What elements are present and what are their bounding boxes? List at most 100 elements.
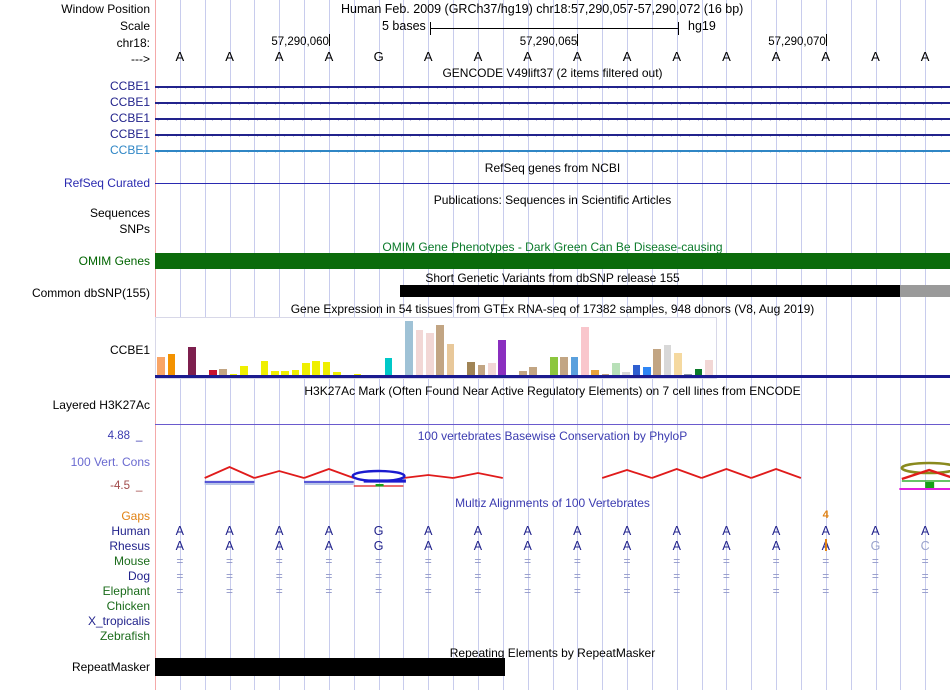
species-label-chicken[interactable]: Chicken: [106, 599, 150, 613]
gtex-tissue-bar[interactable]: [601, 373, 610, 375]
gtex-tissue-bar[interactable]: [322, 362, 331, 375]
align-gap-mark: =: [176, 554, 184, 568]
gtex-tissue-bar[interactable]: [209, 369, 217, 375]
gencode-row-label[interactable]: CCBE1: [109, 95, 150, 109]
align-base-rhesus: A: [225, 539, 234, 553]
gtex-tissue-bar[interactable]: [384, 358, 393, 375]
align-gap-mark: =: [772, 569, 780, 583]
gtex-tissue-bar[interactable]: [560, 357, 568, 375]
dbsnp-variant-bar[interactable]: [400, 285, 900, 297]
gtex-tissue-bar[interactable]: [157, 357, 165, 375]
gtex-tissue-bar[interactable]: [281, 371, 289, 375]
align-base-rhesus: C: [920, 539, 930, 553]
align-gap-mark: =: [623, 569, 631, 583]
species-label-zebrafish[interactable]: Zebrafish: [99, 629, 150, 643]
align-gap-mark: =: [424, 554, 432, 568]
gtex-tissue-bar[interactable]: [477, 364, 486, 375]
align-base-human: G: [373, 524, 384, 538]
align-base-rhesus: A: [175, 539, 185, 553]
gtex-tissue-bar[interactable]: [271, 371, 279, 375]
align-base-rhesus: A: [275, 539, 284, 553]
conservation-title: 100 vertebrates Basewise Conservation by…: [417, 429, 688, 443]
align-gap-mark: =: [325, 554, 333, 568]
species-label-elephant[interactable]: Elephant: [102, 584, 150, 598]
species-label-human[interactable]: Human: [111, 524, 150, 538]
omim-feature-bar[interactable]: [155, 253, 950, 269]
species-label-x_tropicalis[interactable]: X_tropicalis: [87, 614, 150, 628]
gtex-tissue-bar[interactable]: [446, 344, 455, 375]
ruler-position-label: 57,290,060: [271, 36, 329, 48]
gtex-tissue-bar[interactable]: [467, 362, 475, 375]
species-label-mouse[interactable]: Mouse: [113, 554, 150, 568]
omim-title: OMIM Gene Phenotypes - Dark Green Can Be…: [382, 240, 723, 254]
gtex-tissue-bar[interactable]: [705, 359, 713, 375]
gtex-tissue-bar[interactable]: [694, 368, 703, 375]
align-base-human: A: [672, 524, 681, 538]
species-label-dog[interactable]: Dog: [127, 569, 150, 583]
align-gap-mark: =: [474, 554, 482, 568]
align-gap-mark: =: [921, 569, 929, 583]
gtex-tissue-bar[interactable]: [632, 364, 641, 375]
gtex-tissue-bar[interactable]: [581, 327, 589, 375]
align-gap-mark: =: [822, 554, 830, 568]
gtex-tissue-bar[interactable]: [674, 353, 682, 375]
gencode-row-label[interactable]: CCBE1: [109, 127, 150, 141]
gtex-tissue-bar[interactable]: [436, 324, 444, 375]
assembly-position-text: Human Feb. 2009 (GRCh37/hg19) chr18:57,2…: [341, 2, 744, 16]
gtex-tissue-bar[interactable]: [219, 368, 227, 375]
gtex-tissue-bar[interactable]: [333, 372, 341, 375]
conservation-axis-min-dash: _: [136, 480, 143, 492]
gtex-tissue-bar[interactable]: [302, 363, 310, 375]
align-gap-mark: =: [176, 569, 184, 583]
gencode-row-label[interactable]: CCBE1: [109, 111, 150, 125]
align-gap-mark: =: [325, 584, 333, 598]
gencode-strand-arrows: ← ← ← ← ← ← ← ← ← ← ← ← ← ← ← ← ← ← ← ← ← ← ← ← ← ← ← ← ← ← ← ← ← ← ← ← ← ← ← ←…: [155, 81, 949, 92]
gtex-tissue-bar[interactable]: [591, 369, 599, 375]
align-gap-mark: =: [226, 584, 234, 598]
gtex-tissue-bar[interactable]: [498, 340, 506, 375]
gtex-tissue-bar[interactable]: [188, 346, 196, 375]
align-base-human: A: [324, 524, 334, 538]
gtex-tissue-bar[interactable]: [488, 363, 496, 375]
gtex-tissue-bar[interactable]: [229, 373, 238, 375]
gtex-tissue-bar[interactable]: [405, 321, 413, 375]
gtex-tissue-bar[interactable]: [663, 345, 672, 375]
gtex-tissue-bar[interactable]: [519, 371, 527, 375]
gtex-tissue-bar[interactable]: [684, 373, 692, 375]
gtex-bars[interactable]: [156, 318, 714, 375]
gencode-row-label[interactable]: CCBE1: [109, 143, 150, 157]
gtex-tissue-bar[interactable]: [240, 366, 248, 375]
gtex-tissue-bar[interactable]: [612, 363, 620, 375]
refseq-label: RefSeq Curated: [63, 176, 150, 190]
gtex-tissue-bar[interactable]: [426, 332, 434, 375]
gtex-tissue-bar[interactable]: [291, 369, 300, 375]
align-base-human: A: [473, 524, 483, 538]
gtex-tissue-bar[interactable]: [570, 357, 579, 375]
gtex-tissue-bar[interactable]: [622, 372, 630, 375]
dbsnp-variant-bar-tail[interactable]: [900, 285, 950, 297]
conservation-label: 100 Vert. Cons: [70, 455, 150, 469]
align-gap-mark: =: [673, 569, 681, 583]
gaps-label: Gaps: [121, 509, 150, 523]
align-base-human: A: [275, 524, 284, 538]
gencode-row-label[interactable]: CCBE1: [109, 79, 150, 93]
gtex-tissue-bar[interactable]: [643, 367, 651, 375]
align-gap-mark: =: [275, 569, 283, 583]
gtex-tissue-bar[interactable]: [353, 373, 362, 375]
gtex-tissue-bar[interactable]: [260, 360, 269, 375]
gtex-tissue-bar[interactable]: [529, 367, 537, 375]
gtex-tissue-bar[interactable]: [312, 360, 320, 375]
species-label-rhesus[interactable]: Rhesus: [109, 539, 150, 553]
repeatmasker-feature-bar[interactable]: [155, 658, 505, 676]
gtex-tissue-bar[interactable]: [653, 349, 661, 375]
align-gap-mark: =: [474, 584, 482, 598]
align-gap-mark: =: [375, 569, 383, 583]
gtex-tissue-bar[interactable]: [167, 354, 176, 375]
gtex-tissue-bar[interactable]: [550, 357, 558, 375]
strand-label: --->: [131, 52, 150, 66]
align-base-human: A: [622, 524, 632, 538]
omim-label: OMIM Genes: [78, 254, 150, 268]
gtex-chart-panel: [155, 317, 717, 379]
align-gap-mark: =: [325, 569, 333, 583]
gtex-tissue-bar[interactable]: [415, 330, 424, 375]
